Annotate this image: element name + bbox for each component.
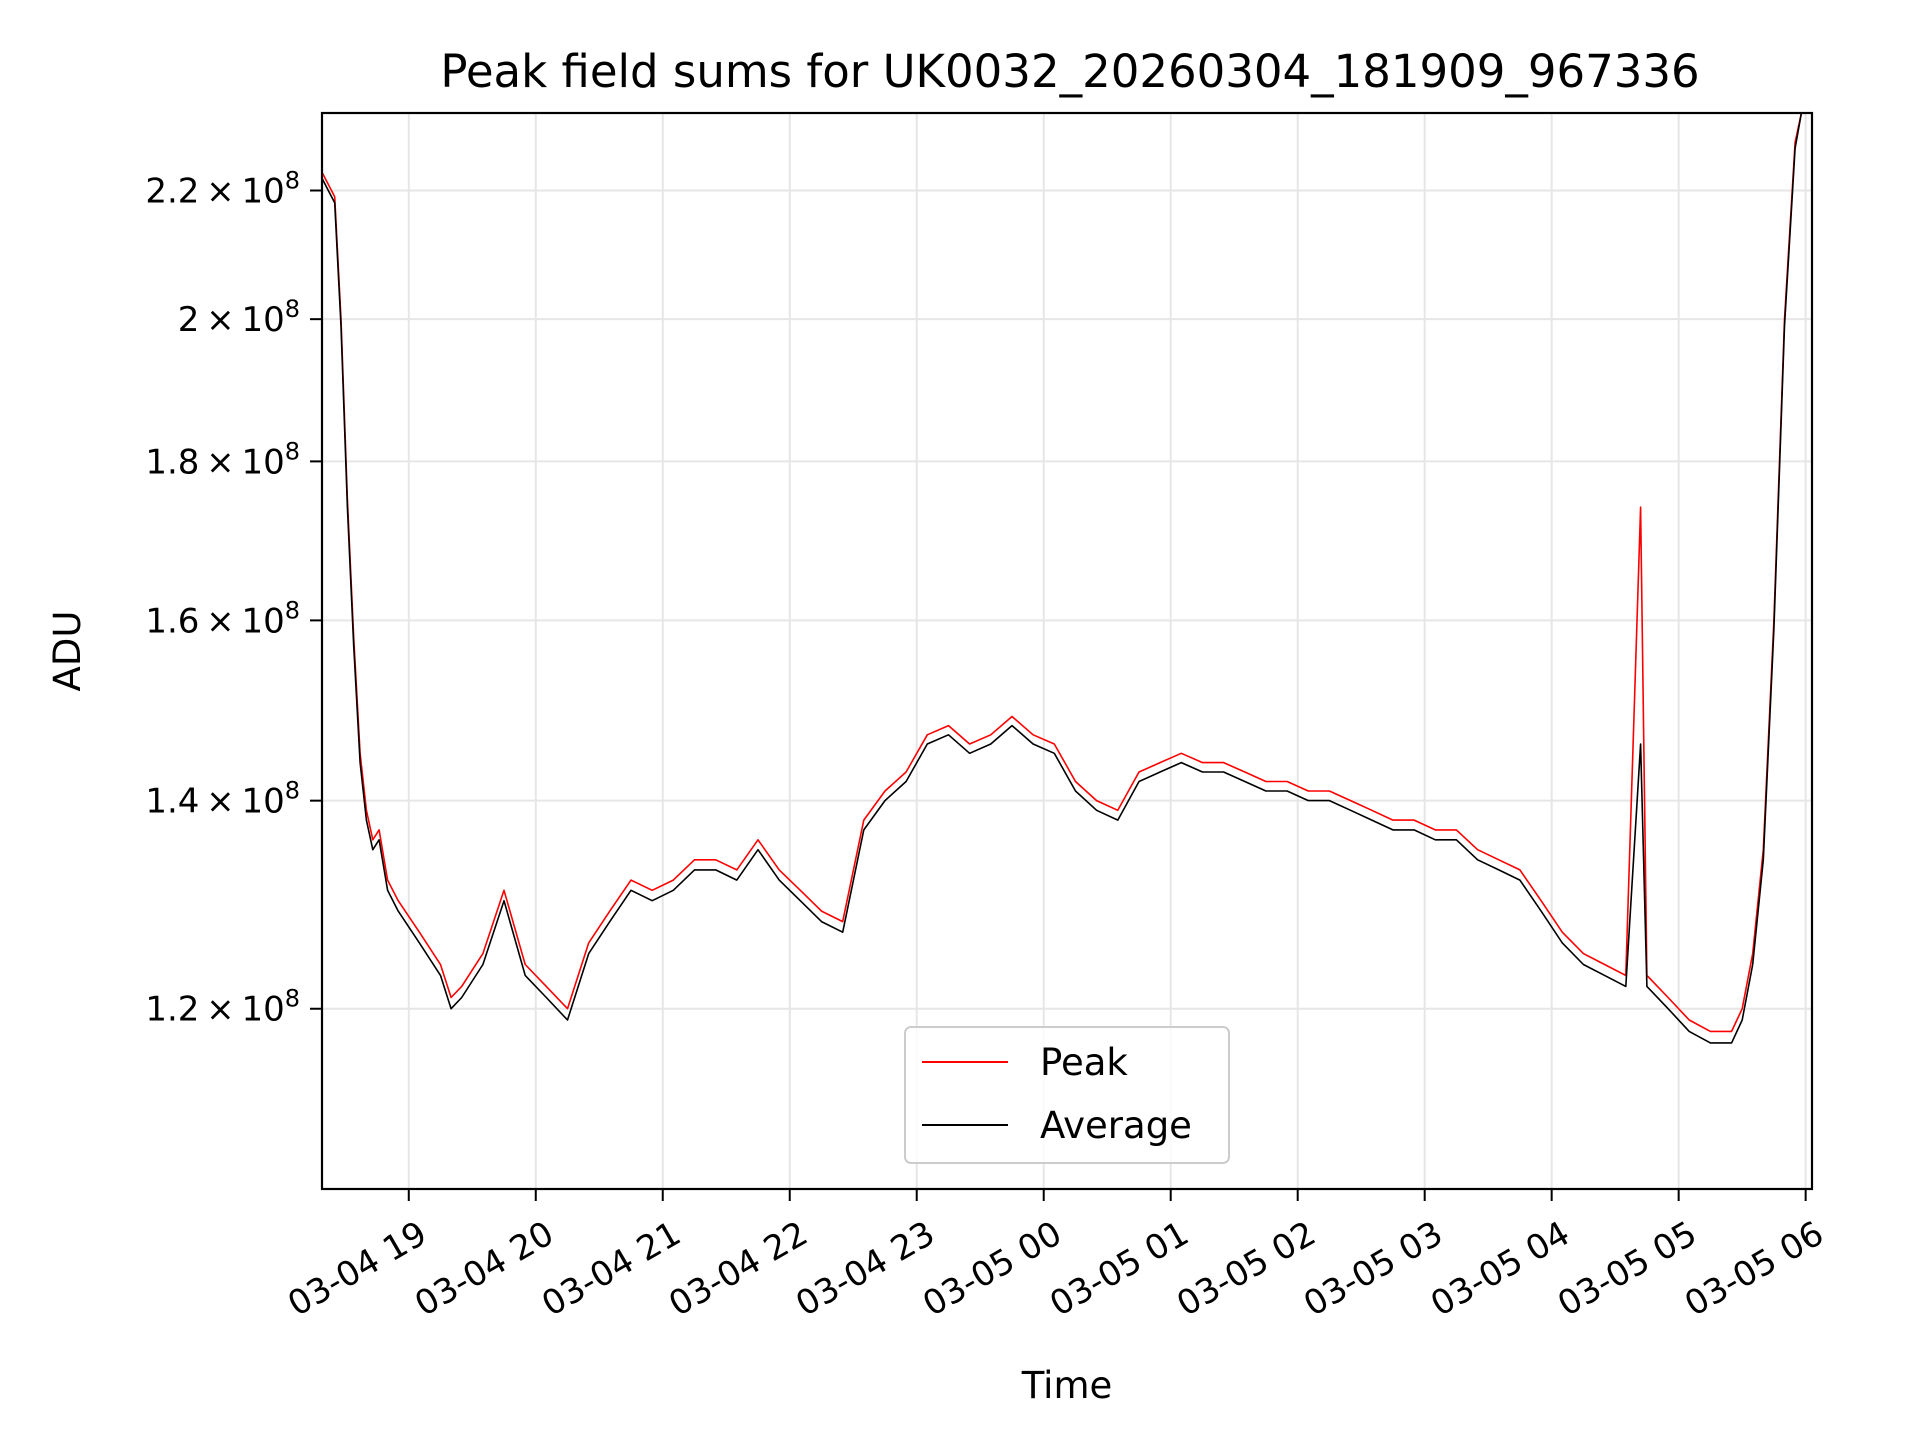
y-tick-label: 1.6 × 108 — [145, 596, 300, 641]
y-tick-label: 1.8 × 108 — [145, 437, 300, 482]
grid-lines — [322, 113, 1812, 1189]
plot-frame — [320, 111, 1814, 1191]
chart-title: Peak field sums for UK0032_20260304_1819… — [440, 45, 1699, 98]
legend-label-peak: Peak — [1040, 1041, 1128, 1084]
y-tick-label: 1.4 × 108 — [145, 777, 300, 822]
legend: Peak Average — [904, 1026, 1230, 1164]
series-line-peak — [322, 113, 1803, 1033]
y-axis-label: ADU — [46, 611, 89, 692]
plot-series — [322, 113, 1803, 1044]
x-axis-label: Time — [1021, 1364, 1113, 1407]
y-axis-ticks: 1.2 × 108 1.4 × 108 1.6 × 108 1.8 × 108 2 × … — [145, 167, 322, 1030]
y-tick-label: 2.2 × 108 — [145, 167, 300, 212]
series-line-average — [322, 113, 1803, 1044]
y-tick-label: 2 × 108 — [178, 295, 300, 340]
legend-label-average: Average — [1040, 1104, 1192, 1147]
y-tick-label: 1.2 × 108 — [145, 985, 300, 1030]
